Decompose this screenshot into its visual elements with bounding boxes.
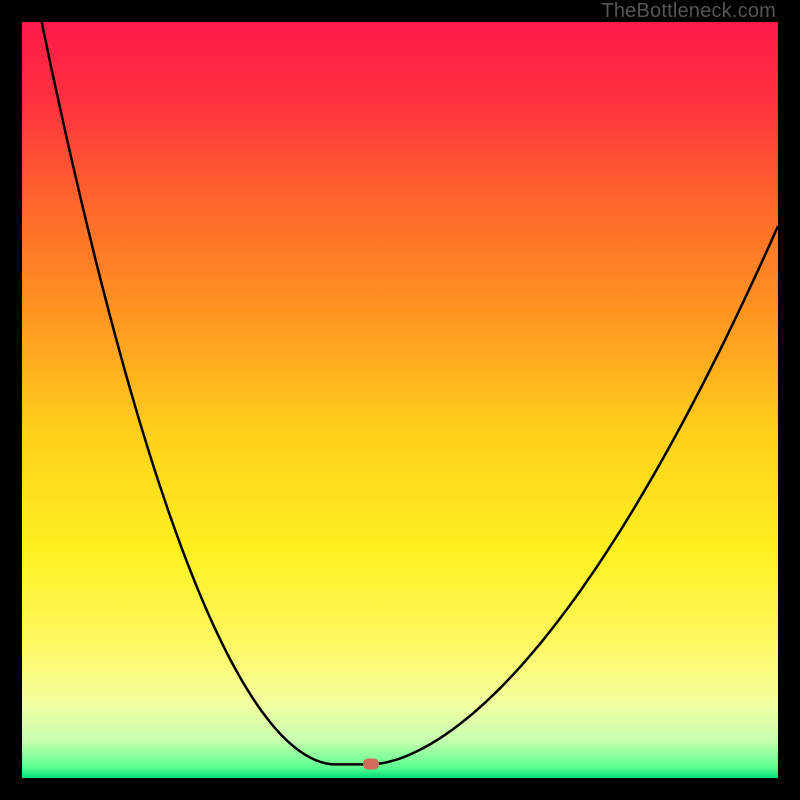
optimal-point-marker bbox=[363, 759, 379, 770]
chart-container: TheBottleneck.com bbox=[0, 0, 800, 800]
plot-area bbox=[22, 22, 778, 778]
watermark-text: TheBottleneck.com bbox=[601, 0, 776, 23]
bottleneck-curve bbox=[22, 22, 778, 778]
